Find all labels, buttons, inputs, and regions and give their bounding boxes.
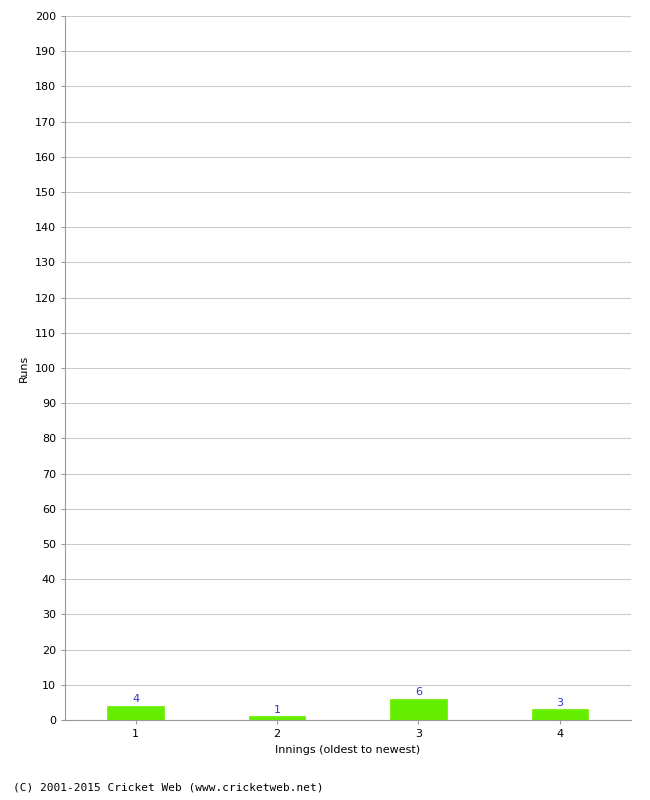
Bar bbox=[532, 710, 588, 720]
X-axis label: Innings (oldest to newest): Innings (oldest to newest) bbox=[275, 745, 421, 754]
Text: (C) 2001-2015 Cricket Web (www.cricketweb.net): (C) 2001-2015 Cricket Web (www.cricketwe… bbox=[13, 782, 324, 792]
Text: 6: 6 bbox=[415, 687, 422, 697]
Bar bbox=[390, 699, 447, 720]
Text: 4: 4 bbox=[132, 694, 139, 704]
Bar bbox=[107, 706, 164, 720]
Text: 1: 1 bbox=[274, 705, 281, 714]
Bar bbox=[249, 717, 306, 720]
Y-axis label: Runs: Runs bbox=[20, 354, 29, 382]
Text: 3: 3 bbox=[556, 698, 564, 708]
